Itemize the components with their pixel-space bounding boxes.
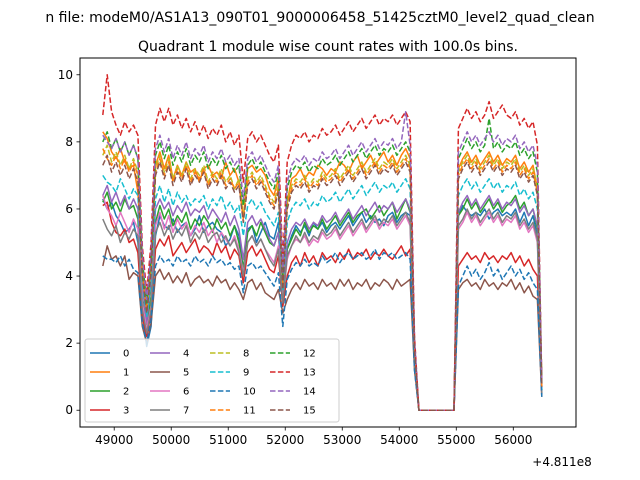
y-tick-label: 10 <box>58 68 73 82</box>
y-tick-label: 8 <box>65 135 73 149</box>
legend-label-1: 1 <box>123 368 129 379</box>
series-line-15 <box>102 154 543 411</box>
series-line-11 <box>102 148 543 411</box>
y-axis: 0 2 4 6 8 10 <box>58 68 80 417</box>
x-tick-label: 49000 <box>95 433 133 447</box>
legend-label-8: 8 <box>243 349 249 360</box>
legend-label-13: 13 <box>303 368 316 379</box>
figure-suptitle: n file: modeM0/AS1A13_090T01_9000006458_… <box>45 10 594 26</box>
legend-label-14: 14 <box>303 387 316 398</box>
x-tick-label: 52000 <box>266 433 304 447</box>
x-tick-label: 56000 <box>494 433 532 447</box>
series-line-3 <box>102 201 543 411</box>
series-line-14 <box>102 110 543 411</box>
x-tick-label: 53000 <box>323 433 361 447</box>
series-line-2 <box>102 191 543 411</box>
legend-label-6: 6 <box>183 387 189 398</box>
x-offset-label: +4.811e8 <box>532 455 591 469</box>
legend-label-15: 15 <box>303 406 316 417</box>
legend-label-4: 4 <box>183 349 189 360</box>
y-tick-label: 4 <box>65 269 73 283</box>
series-line-13 <box>102 74 543 411</box>
series-line-8 <box>102 144 543 411</box>
series-line-5 <box>102 245 543 411</box>
x-tick-label: 51000 <box>209 433 247 447</box>
legend-label-10: 10 <box>243 387 256 398</box>
y-tick-label: 6 <box>65 202 73 216</box>
legend-label-3: 3 <box>123 406 129 417</box>
plot-lines <box>102 74 543 411</box>
legend-label-0: 0 <box>123 349 129 360</box>
legend-box <box>84 338 340 423</box>
legend-label-12: 12 <box>303 349 316 360</box>
y-tick-label: 0 <box>65 403 73 417</box>
legend-label-9: 9 <box>243 368 249 379</box>
series-line-12 <box>102 117 543 411</box>
plot-frame <box>79 57 577 428</box>
series-line-9 <box>102 174 543 411</box>
legend-label-2: 2 <box>123 387 129 398</box>
series-line-7 <box>102 208 543 411</box>
x-axis: 49000 50000 51000 52000 53000 54000 55000 56000 <box>95 427 532 447</box>
x-tick-label: 50000 <box>152 433 190 447</box>
y-tick-label: 2 <box>65 336 73 350</box>
chart-title: Quadrant 1 module wise count rates with … <box>138 39 518 55</box>
legend-label-5: 5 <box>183 368 189 379</box>
legend-label-11: 11 <box>243 406 256 417</box>
series-line-6 <box>102 195 543 411</box>
series-line-10 <box>102 248 543 411</box>
legend-label-7: 7 <box>183 406 189 417</box>
x-tick-label: 54000 <box>380 433 418 447</box>
x-tick-label: 55000 <box>437 433 475 447</box>
series-line-4 <box>102 184 543 411</box>
